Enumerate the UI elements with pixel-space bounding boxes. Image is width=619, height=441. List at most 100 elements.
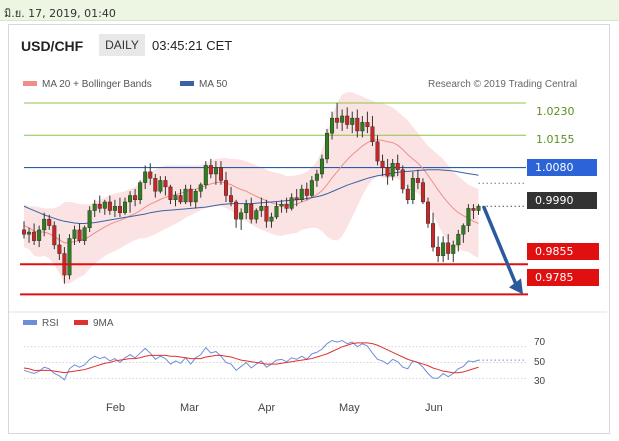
- candle-body: [365, 122, 370, 127]
- candle-body: [456, 233, 461, 246]
- legend-rsi: RSI: [23, 318, 59, 329]
- chart-time: 03:45:21 CET: [152, 38, 233, 53]
- level-badge-0-9785: 0.9785: [527, 269, 599, 286]
- legend-ma20: MA 20 + Bollinger Bands: [23, 79, 152, 90]
- candle-body: [279, 203, 284, 207]
- candle-body: [426, 201, 431, 224]
- candle-body: [309, 180, 314, 196]
- candle-body: [22, 229, 27, 235]
- candle-body: [102, 201, 107, 209]
- candle-body: [112, 206, 117, 211]
- research-credit: Research © 2019 Trading Central: [428, 79, 578, 90]
- candle-body: [168, 186, 173, 200]
- candle-body: [37, 229, 42, 241]
- candle-body: [178, 195, 183, 203]
- level-badge-0-9990: 0.9990: [527, 192, 597, 209]
- legend-ma20-label: MA 20 + Bollinger Bands: [42, 79, 152, 90]
- candle-body: [67, 238, 72, 276]
- month-jun: Jun: [425, 402, 443, 414]
- candle-body: [72, 229, 77, 239]
- ma20-swatch: [23, 80, 37, 86]
- candle-body: [325, 132, 330, 160]
- candle-body: [299, 188, 304, 201]
- candle-body: [380, 160, 385, 168]
- candle-body: [249, 203, 254, 220]
- candle-body: [304, 188, 309, 196]
- projection-arrow-shaft: [481, 205, 518, 286]
- legend-ma50: MA 50: [180, 79, 227, 90]
- candle-body: [42, 218, 47, 231]
- candle-body: [360, 122, 365, 132]
- candle-body: [446, 242, 451, 254]
- candle-body: [213, 167, 218, 175]
- ma50-swatch: [180, 80, 194, 86]
- candle-body: [188, 188, 193, 203]
- candle-body: [350, 117, 355, 125]
- projection-arrow-head: [509, 278, 523, 295]
- datetime-text: มิ.ย. 17, 2019, 01:40: [4, 7, 116, 20]
- candle-body: [375, 141, 380, 162]
- candle-body: [203, 165, 208, 185]
- candle-body: [395, 163, 400, 170]
- rsi-tick-30: 30: [534, 376, 546, 387]
- candle-body: [461, 225, 466, 235]
- level-label-1-0155: 1.0155: [536, 133, 575, 146]
- candle-body: [27, 231, 32, 235]
- month-mar: Mar: [180, 402, 199, 414]
- level-badge-0-9855: 0.9855: [527, 243, 599, 260]
- candle-body: [259, 206, 264, 211]
- legend-ma50-label: MA 50: [199, 79, 228, 90]
- ma20-line: [23, 139, 479, 244]
- bollinger-band: [24, 92, 479, 284]
- candle-body: [269, 216, 274, 222]
- month-apr: Apr: [258, 402, 276, 414]
- candle-body: [193, 190, 198, 203]
- candle-body: [117, 206, 122, 213]
- candle-body: [198, 184, 203, 192]
- candle-body: [133, 195, 138, 201]
- chart-pair: USD/CHF: [21, 38, 84, 54]
- candle-body: [223, 180, 228, 196]
- candle-body: [420, 182, 425, 203]
- rsi-tick-70: 70: [534, 337, 546, 348]
- candle-body: [82, 227, 87, 241]
- candle-body: [370, 126, 375, 142]
- candle-body: [274, 206, 279, 218]
- candle-body: [410, 178, 415, 201]
- level-label-1-0230: 1.0230: [536, 105, 575, 118]
- candle-body: [97, 203, 102, 209]
- timeframe-button[interactable]: DAILY: [99, 34, 145, 56]
- candle-body: [32, 231, 37, 241]
- candle-body: [158, 180, 163, 192]
- month-feb: Feb: [106, 402, 125, 414]
- candle-body: [87, 210, 92, 228]
- candle-body: [431, 223, 436, 248]
- candle-body: [208, 165, 213, 175]
- candle-body: [148, 171, 153, 179]
- candle-body: [244, 203, 249, 213]
- candle-body: [289, 197, 294, 209]
- candle-body: [330, 117, 335, 134]
- level-badge-1-0080: 1.0080: [527, 159, 597, 176]
- candle-body: [218, 167, 223, 181]
- candle-body: [476, 206, 481, 211]
- rsi-swatch: [23, 319, 37, 325]
- candle-body: [47, 218, 52, 226]
- candle-body: [340, 115, 345, 123]
- candle-body: [264, 206, 269, 222]
- candle-body: [335, 117, 340, 123]
- ma9-swatch: [74, 319, 88, 325]
- candle-body: [314, 173, 319, 181]
- candle-body: [229, 195, 234, 203]
- candle-body: [441, 242, 446, 256]
- candle-body: [284, 203, 289, 209]
- candle-body: [345, 115, 350, 125]
- legend-9ma-label: 9MA: [93, 318, 114, 329]
- candle-body: [107, 201, 112, 211]
- rsi-line: [23, 339, 479, 381]
- candle-body: [436, 246, 441, 256]
- candle-body: [57, 244, 62, 254]
- candle-body: [92, 203, 97, 211]
- candle-body: [319, 158, 324, 175]
